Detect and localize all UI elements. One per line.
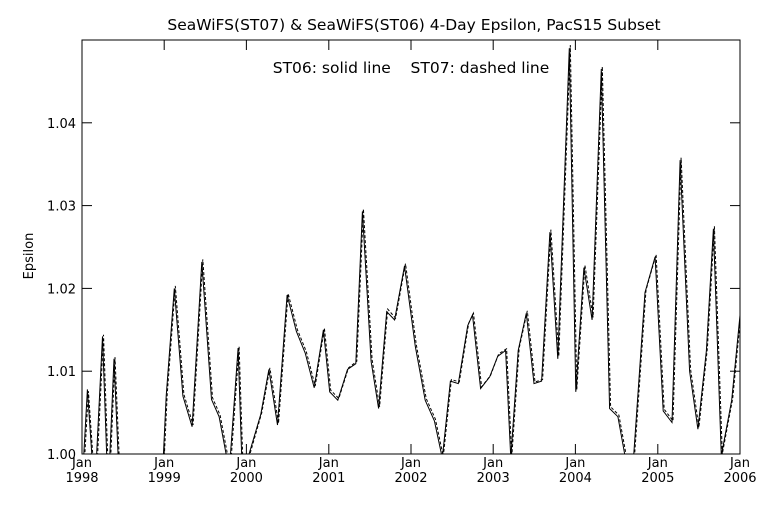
x-tick-year-label: 2004 — [559, 471, 592, 486]
series-layer — [83, 44, 740, 454]
chart-title: SeaWiFS(ST07) & SeaWiFS(ST06) 4-Day Epsi… — [167, 16, 660, 34]
y-axis-label: Epsilon — [22, 233, 37, 280]
x-tick-year-label: 1999 — [148, 471, 181, 486]
x-tick-month-label: Jan — [400, 456, 421, 471]
x-tick-year-label: 2003 — [477, 471, 510, 486]
series-line-st07 — [84, 44, 740, 454]
series-line-st06 — [83, 48, 740, 454]
x-tick-month-label: Jan — [235, 456, 256, 471]
x-tick-year-label: 2001 — [312, 471, 345, 486]
x-tick-year-label: 2002 — [394, 471, 427, 486]
x-tick-month-label: Jan — [647, 456, 668, 471]
plot-frame — [81, 39, 741, 455]
x-tick-year-label: 2000 — [230, 471, 263, 486]
x-tick-year-label: 1998 — [65, 471, 98, 486]
x-tick-month-label: Jan — [729, 456, 750, 471]
y-tick-label: 1.00 — [47, 448, 76, 463]
x-tick-month-label: Jan — [71, 456, 92, 471]
x-tick-year-label: 2005 — [641, 471, 674, 486]
y-tick-label: 1.04 — [47, 117, 76, 132]
x-tick-month-label: Jan — [482, 456, 503, 471]
y-tick-label: 1.01 — [47, 365, 76, 380]
x-tick-month-label: Jan — [564, 456, 585, 471]
x-tick-year-label: 2006 — [723, 471, 756, 486]
y-tick-label: 1.03 — [47, 200, 76, 215]
x-axis: Jan1998Jan1999Jan2000Jan2001Jan2002Jan20… — [65, 40, 757, 486]
x-tick-month-label: Jan — [318, 456, 339, 471]
x-tick-month-label: Jan — [153, 456, 174, 471]
y-tick-label: 1.02 — [47, 282, 76, 297]
series-annotation: ST06: solid line ST07: dashed line — [273, 59, 550, 77]
y-axis: 1.00 1.01 1.02 1.03 1.04 — [47, 117, 740, 463]
